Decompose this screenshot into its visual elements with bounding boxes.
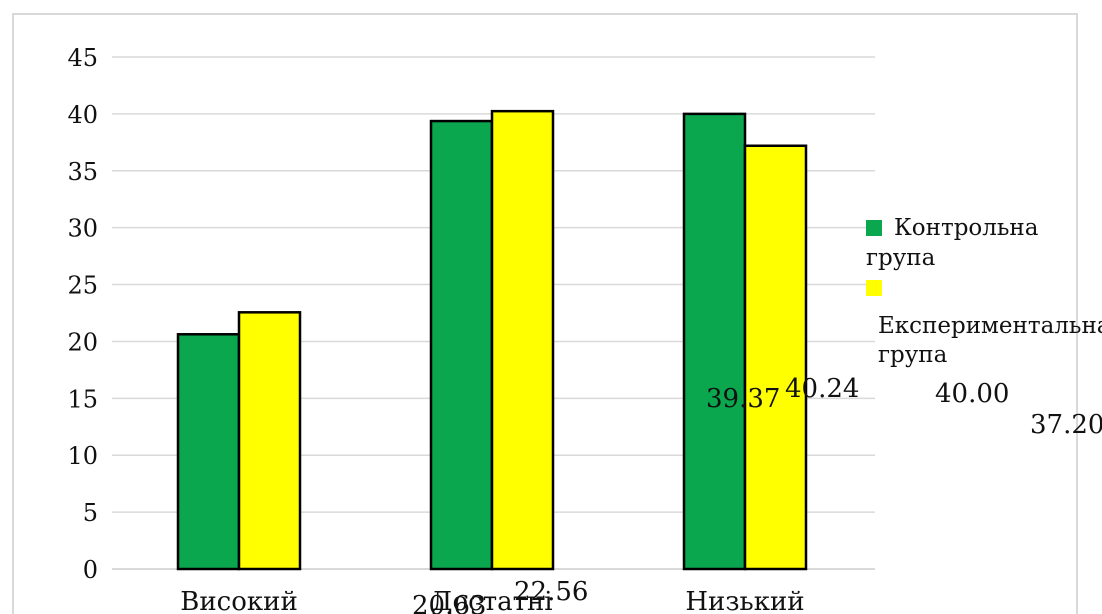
bar-experimental-0 [237, 311, 302, 571]
legend-entry-experimental: Експериментальна група [866, 272, 1102, 370]
y-tick-label: 10 [67, 442, 98, 470]
chart-legend: Контрольна група Експериментальна група [866, 212, 1102, 370]
y-tick-label: 5 [83, 499, 98, 527]
y-tick-label: 30 [67, 215, 98, 243]
data-label: 20.63 [412, 591, 486, 614]
legend-label-experimental: Експериментальна група [878, 313, 1102, 368]
x-category-label: Низький [685, 587, 804, 614]
y-tick-label: 15 [67, 385, 98, 413]
legend-swatch-control [866, 220, 882, 236]
data-label: 22.56 [514, 577, 588, 607]
x-category-label: Високий [180, 587, 298, 614]
legend-swatch-experimental [866, 280, 882, 296]
y-tick-label: 40 [67, 101, 98, 129]
legend-label-control: Контрольна група [866, 215, 1039, 271]
y-tick-label: 35 [67, 158, 98, 186]
data-label: 40.00 [935, 379, 1009, 409]
bar-experimental-1 [490, 109, 555, 571]
y-tick-label: 25 [67, 272, 98, 300]
y-tick-label: 45 [67, 44, 98, 72]
bar-control-1 [429, 119, 494, 571]
y-tick-label: 0 [83, 556, 98, 584]
data-label: 40.24 [785, 374, 859, 404]
bar-experimental-2 [743, 144, 808, 571]
x-category-label: Достатні [431, 587, 552, 614]
bar-control-0 [176, 333, 241, 571]
y-tick-label: 20 [67, 328, 98, 356]
bar-control-2 [682, 112, 747, 571]
legend-entry-control: Контрольна група [866, 212, 1084, 272]
data-label: 37.20 [1030, 410, 1102, 440]
data-label: 39.37 [706, 384, 780, 414]
